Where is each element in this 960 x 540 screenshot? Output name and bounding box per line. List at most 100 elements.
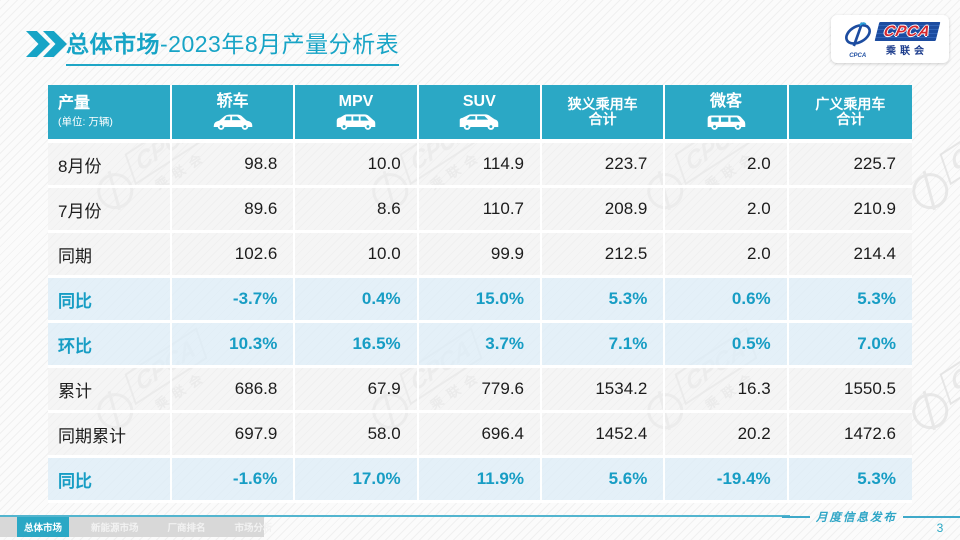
table-cell: 212.5 <box>542 233 666 275</box>
page-title-rest: -2023年8月产量分析表 <box>160 31 400 57</box>
table-cell: 1472.6 <box>788 413 912 455</box>
table-cell: 697.9 <box>172 413 296 455</box>
production-table: 产量 (单位: 万辆) 轿车 MPV <box>48 85 912 503</box>
table-cell: 3.7% <box>418 323 542 365</box>
table-cell: 1452.4 <box>542 413 666 455</box>
row-label: 累计 <box>48 368 172 410</box>
mpv-icon <box>336 114 376 130</box>
caption-text: 月度信息发布 <box>816 510 897 524</box>
table-cell: 1534.2 <box>542 368 666 410</box>
tab-market-analysis[interactable]: 市场分析 <box>234 523 273 534</box>
table-cell: 8.6 <box>295 188 419 230</box>
row-label: 7月份 <box>48 188 172 230</box>
column-label: 微客 <box>709 93 742 111</box>
column-header-mpv: MPV <box>295 85 419 139</box>
microvan-icon <box>707 115 746 130</box>
row-label: 环比 <box>48 323 172 365</box>
table-row: 同比 -3.7% 0.4% 15.0% 5.3% 0.6% 5.3% <box>48 278 912 323</box>
table-cell: 1550.5 <box>788 368 912 410</box>
logo-acronym: CPCA <box>881 22 933 40</box>
row-label: 同比 <box>48 458 172 500</box>
table-cell: 114.9 <box>418 143 542 185</box>
table-body: 8月份 98.8 10.0 114.9 223.7 2.0 225.7 7月份 89.6 8.6 1… <box>48 143 912 503</box>
row-label: 同期累计 <box>48 413 172 455</box>
watermark-acronym: CPCA <box>939 327 960 405</box>
column-unit: (单位: 万辆) <box>58 116 113 129</box>
page-title: 总体市场-2023年8月产量分析表 <box>66 25 400 66</box>
column-header-microvan: 微客 <box>665 85 789 139</box>
row-label: 8月份 <box>48 143 172 185</box>
table-row: 8月份 98.8 10.0 114.9 223.7 2.0 225.7 <box>48 143 912 188</box>
table-cell: 2.0 <box>665 143 789 185</box>
table-cell: 58.0 <box>295 413 419 455</box>
logo-parallelogram: CPCA <box>874 21 940 41</box>
logo-wordmark: CPCA 乘联会 <box>874 21 940 57</box>
table-cell: 210.9 <box>788 188 912 230</box>
table-cell: 20.2 <box>665 413 789 455</box>
table-cell: 225.7 <box>788 143 912 185</box>
table-row: 同期累计 697.9 58.0 696.4 1452.4 20.2 1472.6 <box>48 413 912 458</box>
watermark-acronym: CPCA <box>939 107 960 185</box>
column-header-broad-pv-total: 广义乘用车 合计 <box>788 85 912 139</box>
cpca-swirl-icon: CPCA <box>843 20 873 59</box>
table-row: 同比 -1.6% 17.0% 11.9% 5.6% -19.4% 5.3% <box>48 458 912 503</box>
column-label: 广义乘用车 <box>815 95 886 112</box>
column-header-narrow-pv-total: 狭义乘用车 合计 <box>542 85 666 139</box>
column-header-sedan: 轿车 <box>172 85 296 139</box>
footer-divider <box>0 515 790 517</box>
table-cell: 16.5% <box>295 323 419 365</box>
table-cell: 696.4 <box>418 413 542 455</box>
table-cell: -19.4% <box>665 458 789 500</box>
table-cell: 5.3% <box>542 278 666 320</box>
double-chevron-icon <box>26 31 68 57</box>
column-label: 狭义乘用车 <box>567 95 638 112</box>
table-cell: 0.5% <box>665 323 789 365</box>
column-header-suv: SUV <box>418 85 542 139</box>
watermark-swirl-icon <box>905 166 956 217</box>
table-cell: 0.6% <box>665 278 789 320</box>
column-label: 轿车 <box>216 93 249 111</box>
row-label: 同比 <box>48 278 172 320</box>
table-cell: 89.6 <box>172 188 296 230</box>
table-cell: 15.0% <box>418 278 542 320</box>
caption-dash <box>782 516 810 518</box>
table-cell: -3.7% <box>172 278 296 320</box>
column-header-production: 产量 (单位: 万辆) <box>48 85 172 139</box>
table-row: 7月份 89.6 8.6 110.7 208.9 2.0 210.9 <box>48 188 912 233</box>
table-cell: 102.6 <box>172 233 296 275</box>
watermark-swirl-icon <box>905 386 956 437</box>
table-cell: -1.6% <box>172 458 296 500</box>
tab-nev-market[interactable]: 新能源市场 <box>91 523 139 534</box>
table-cell: 17.0% <box>295 458 419 500</box>
table-row: 环比 10.3% 16.5% 3.7% 7.1% 0.5% 7.0% <box>48 323 912 368</box>
table-cell: 0.4% <box>295 278 419 320</box>
cpca-logo: CPCA CPCA 乘联会 <box>831 15 949 63</box>
table-cell: 5.3% <box>788 458 912 500</box>
table-cell: 16.3 <box>665 368 789 410</box>
table-cell: 7.1% <box>542 323 666 365</box>
page-title-section: 总体市场 <box>66 31 160 57</box>
table-header-row: 产量 (单位: 万辆) 轿车 MPV <box>48 85 912 143</box>
table-cell: 10.0 <box>295 143 419 185</box>
table-cell: 11.9% <box>418 458 542 500</box>
tab-overall-market[interactable]: 总体市场 <box>17 517 70 537</box>
column-label: MPV <box>338 93 374 111</box>
bottom-tab-bar: 总体市场 新能源市场 厂商排名 市场分析 <box>0 517 273 537</box>
column-label: 合计 <box>588 111 617 127</box>
tab-oem-ranking[interactable]: 厂商排名 <box>167 523 206 534</box>
table-cell: 2.0 <box>665 233 789 275</box>
page-number: 3 <box>936 521 944 535</box>
column-label: SUV <box>462 93 496 111</box>
logo-swirl-caption: CPCA <box>849 52 867 59</box>
table-cell: 779.6 <box>418 368 542 410</box>
table-cell: 99.9 <box>418 233 542 275</box>
table-row: 累计 686.8 67.9 779.6 1534.2 16.3 1550.5 <box>48 368 912 413</box>
table-cell: 686.8 <box>172 368 296 410</box>
table-cell: 5.6% <box>542 458 666 500</box>
table-row: 同期 102.6 10.0 99.9 212.5 2.0 214.4 <box>48 233 912 278</box>
table-cell: 98.8 <box>172 143 296 185</box>
sedan-icon <box>213 114 252 130</box>
table-cell: 5.3% <box>788 278 912 320</box>
footer-caption: 月度信息发布 <box>782 509 960 525</box>
